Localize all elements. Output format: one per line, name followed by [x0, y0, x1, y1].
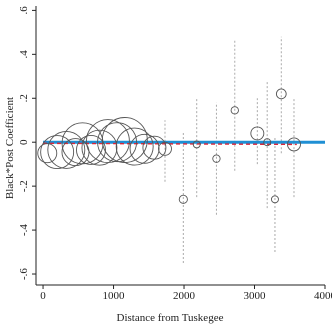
data-point — [271, 195, 279, 204]
x-tick-label: 4000 — [314, 290, 332, 302]
data-point — [115, 127, 154, 166]
y-axis-ticks: -.6 -.4 -.2 0 .2 .4 .6 — [18, 6, 36, 280]
data-point — [97, 122, 138, 163]
data-point — [158, 141, 172, 156]
data-point — [192, 140, 201, 149]
data-point — [230, 106, 239, 115]
data-point — [129, 133, 160, 164]
data-point — [275, 88, 287, 100]
data-point — [37, 143, 58, 164]
y-tick-label: .4 — [18, 50, 30, 59]
y-tick-label: .2 — [18, 94, 30, 102]
data-point — [212, 154, 221, 163]
data-point — [85, 119, 130, 164]
x-tick-label: 2000 — [173, 290, 196, 302]
y-tick-label: 0 — [18, 139, 30, 145]
data-point — [61, 122, 104, 165]
x-tick-label: 0 — [40, 290, 46, 302]
data-point — [40, 135, 75, 170]
y-axis-title: Black*Post Coefficient — [4, 97, 16, 199]
x-axis-title: Distance from Tuskegee — [117, 312, 224, 324]
x-tick-label: 3000 — [244, 290, 267, 302]
data-point — [76, 134, 106, 165]
data-point — [263, 138, 272, 147]
data-point — [178, 194, 188, 204]
axes: 0 1000 2000 3000 4000 -.6 -.4 -.2 0 .2 .4 .6 — [18, 6, 332, 302]
data-point — [81, 129, 118, 166]
data-markers — [37, 88, 301, 204]
y-tick-label: -.6 — [18, 268, 30, 280]
x-axis-ticks: 0 1000 2000 3000 4000 — [40, 285, 332, 302]
y-tick-label: -.2 — [18, 180, 30, 192]
y-tick-label: -.4 — [18, 224, 30, 236]
data-point — [250, 126, 265, 141]
y-tick-label: .6 — [18, 6, 30, 15]
data-point — [287, 137, 301, 152]
x-tick-label: 1000 — [103, 290, 126, 302]
data-point — [142, 135, 167, 160]
